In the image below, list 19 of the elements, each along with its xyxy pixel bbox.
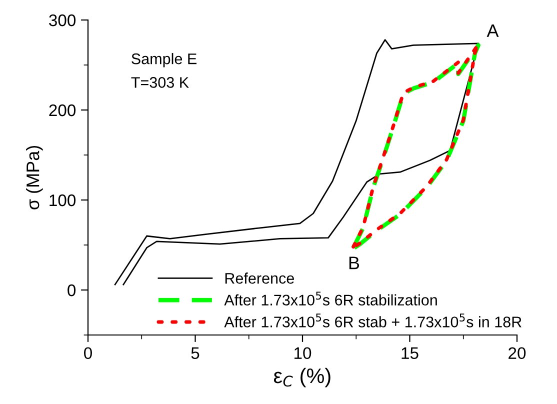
x-tick-label: 0	[84, 347, 92, 360]
x-tick-label: 20	[508, 347, 526, 360]
x-tick-label: 5	[191, 347, 200, 360]
x-axis-title: ε$_{C}$ (%)	[274, 368, 330, 388]
legend-label: Reference	[225, 272, 294, 284]
y-axis-title: σ (MPa)	[26, 146, 43, 210]
annotation: A	[486, 24, 499, 37]
legend-label: After 1.73x10$^{5}$s 6R stabilization	[224, 292, 437, 306]
annotation: B	[349, 256, 360, 270]
y-tick-label: 100	[50, 194, 76, 206]
annotation: T=303 K	[131, 77, 189, 88]
x-tick-label: 10	[294, 347, 312, 360]
y-tick-label: 200	[49, 104, 76, 116]
legend-label: After 1.73x10$^{5}$s 6R stab + 1.73x10$^{5}$s in 18R	[224, 314, 522, 328]
y-tick-label: 0	[68, 284, 76, 296]
annotation: Sample E	[132, 53, 196, 68]
y-tick-label: 300	[49, 14, 76, 26]
line-series	[114, 39, 480, 286]
x-tick-label: 15	[402, 347, 418, 360]
